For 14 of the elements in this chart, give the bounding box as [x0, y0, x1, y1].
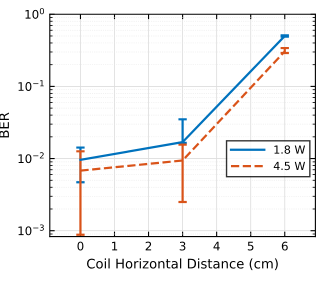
x-tick-label: 5: [248, 242, 254, 251]
y-tick-label: 10$^{−1}$: [18, 80, 44, 91]
x-tick-label: 0: [77, 242, 84, 251]
x-axis-title: Coil Horizontal Distance (cm): [87, 258, 278, 270]
x-tick-label: 2: [146, 242, 152, 250]
legend-label: 4.5 W: [274, 162, 306, 170]
legend-label: 1.8 W: [274, 145, 306, 154]
y-tick-label: 10$^{−3}$: [18, 224, 44, 236]
y-tick-label: 10$^{0}$: [25, 8, 44, 19]
x-tick-label: 4: [213, 242, 220, 250]
y-tick-label: 10$^{−2}$: [18, 152, 44, 164]
x-tick-label: 6: [282, 242, 288, 251]
x-tick-label: 3: [180, 242, 186, 251]
x-tick-label: 1: [112, 242, 118, 250]
